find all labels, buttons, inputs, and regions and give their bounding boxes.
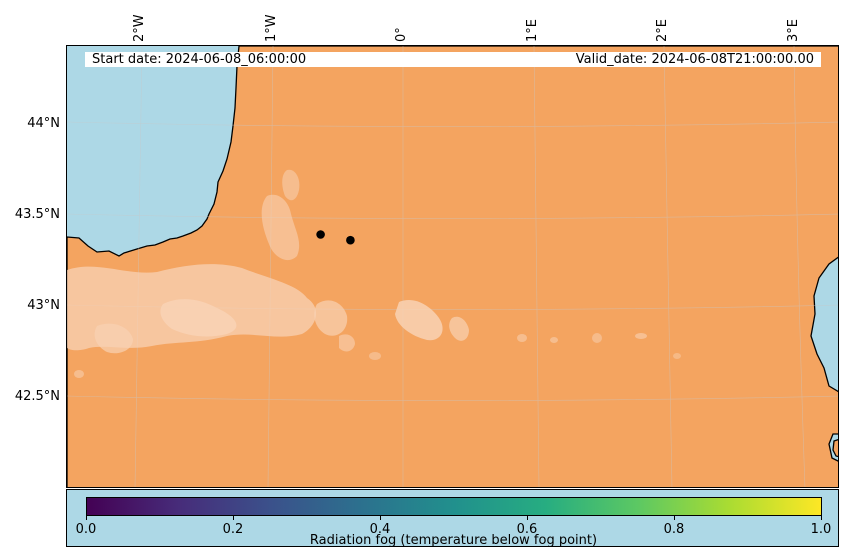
lat-label-43-5n: 43.5°N [14,207,60,222]
site-marker-east[interactable] [346,235,355,245]
colorbar-tick [821,516,822,520]
colorbar-tick [86,516,87,520]
lat-label-44n: 44°N [27,116,60,131]
colorbar-tick-label: 0.6 [516,522,538,537]
colorbar-tick-label: 0.8 [663,522,685,537]
colorbar-label: Radiation fog (temperature below fog poi… [309,533,598,548]
start-date-text: Start date: 2024-06-08_06:00:00 [92,52,307,67]
colorbar-tick-label: 0.2 [222,522,244,537]
colorbar-tick [527,516,528,520]
fog-patches [67,169,681,378]
colorbar-tick-label: 1.0 [810,522,832,537]
lon-label-1e: 1°E [525,19,540,42]
date-info-bar: Start date: 2024-06-08_06:00:00 Valid_da… [85,52,821,67]
lon-label-2e: 2°E [655,19,670,42]
lat-label-42-5n: 42.5°N [14,389,60,404]
colorbar-gradient [86,497,822,516]
colorbar-tick-label: 0.0 [75,522,97,537]
colorbar-tick-label: 0.4 [369,522,391,537]
colorbar-tick [380,516,381,520]
lon-label-2w: 2°W [132,14,147,42]
colorbar-tick [233,516,234,520]
lat-label-43n: 43°N [27,298,60,313]
lon-label-1w: 1°W [264,14,279,42]
colorbar-panel: 0.0 0.2 0.4 0.6 0.8 1.0 Radiation fog (t… [66,489,839,548]
lon-label-0: 0° [394,27,409,42]
valid-date-text: Valid_date: 2024-06-08T21:00:00.00 [575,52,814,67]
map-frame[interactable] [66,45,839,488]
land-island [832,438,838,458]
land-area [67,46,838,487]
colorbar-tick [674,516,675,520]
map-canvas [67,46,838,487]
lon-label-3e: 3°E [786,19,801,42]
site-marker-west[interactable] [316,230,325,239]
